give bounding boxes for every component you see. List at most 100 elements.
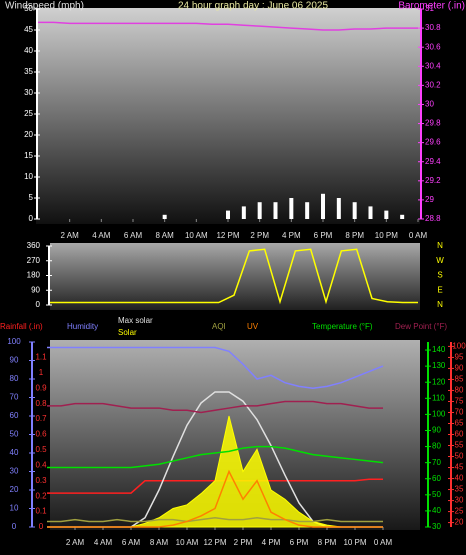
- x-tick-label: 4 AM: [92, 231, 111, 240]
- tick-label: 0: [29, 214, 34, 223]
- y2-axis-title: Barometer (.in): [398, 1, 465, 12]
- x-tick-label: 4 PM: [262, 538, 281, 547]
- tick-label: 100: [7, 337, 21, 346]
- tick-label: N: [437, 300, 443, 309]
- tick-label: 30.2: [425, 80, 441, 89]
- tick-label: 40: [24, 46, 33, 55]
- tick-label: 270: [27, 256, 41, 265]
- tick-label: 90: [432, 426, 441, 435]
- bar: [400, 214, 405, 219]
- tick-label: 70: [432, 458, 441, 467]
- tick-label: 30.6: [425, 42, 441, 51]
- bar: [336, 198, 341, 219]
- bar: [273, 202, 278, 219]
- tick-label: 10: [10, 504, 19, 513]
- x-tick-label: 10 AM: [176, 538, 199, 547]
- tick-label: 70: [455, 408, 464, 417]
- tick-label: 140: [432, 345, 446, 354]
- bar: [305, 202, 310, 219]
- x-tick-label: 0 AM: [374, 538, 393, 547]
- tick-label: 29.4: [425, 157, 441, 166]
- x-tick-label: 6 AM: [124, 231, 143, 240]
- tick-label: 10: [24, 172, 33, 181]
- tick-label: 40: [455, 474, 464, 483]
- tick-label: 40: [10, 448, 19, 457]
- line: [50, 248, 418, 305]
- tick-label: 90: [10, 356, 19, 365]
- tick-label: 25: [24, 109, 33, 118]
- chart-title: 24 hour graph day : June 06 2025: [178, 1, 329, 12]
- x-tick-label: 2 AM: [61, 231, 80, 240]
- tick-label: 65: [455, 419, 464, 428]
- tick-label: 29.2: [425, 176, 441, 185]
- tick-label: E: [437, 285, 442, 294]
- bar: [241, 206, 246, 219]
- tick-label: 20: [10, 485, 19, 494]
- line: [47, 516, 383, 523]
- tick-label: 360: [27, 241, 41, 250]
- panel-background: [36, 8, 420, 224]
- tick-label: 0: [36, 300, 41, 309]
- tick-label: 30: [425, 100, 434, 109]
- y-axis-title: Windspeed (mph): [5, 1, 84, 12]
- tick-label: 40: [432, 506, 441, 515]
- line: [47, 469, 383, 528]
- tick-label: 28.8: [425, 214, 441, 223]
- tick-label: S: [437, 271, 442, 280]
- bar: [368, 206, 373, 219]
- bar: [226, 210, 230, 219]
- x-tick-label: 6 AM: [122, 538, 141, 547]
- tick-label: 0.6: [35, 430, 47, 439]
- x-tick-label: 8 AM: [156, 231, 175, 240]
- x-tick-label: 2 AM: [66, 538, 85, 547]
- bar: [257, 202, 262, 219]
- x-tick-label: 4 PM: [282, 231, 301, 240]
- x-tick-label: 10 PM: [375, 231, 398, 240]
- tick-label: 100: [452, 342, 466, 351]
- legend-entry: Dew Point (°F): [395, 322, 447, 331]
- tick-label: 100: [432, 410, 446, 419]
- tick-label: 0.8: [35, 399, 47, 408]
- tick-label: 70: [10, 393, 19, 402]
- x-tick-label: 12 PM: [216, 231, 239, 240]
- tick-label: 55: [455, 441, 464, 450]
- tick-label: 60: [455, 430, 464, 439]
- line: [47, 445, 384, 469]
- tick-label: 60: [432, 474, 441, 483]
- tick-label: 0.1: [35, 507, 47, 516]
- tick-label: 35: [455, 485, 464, 494]
- tick-label: 90: [455, 364, 464, 373]
- tick-label: 80: [432, 442, 441, 451]
- tick-label: 110: [432, 393, 445, 402]
- x-tick-label: 6 PM: [314, 231, 333, 240]
- tick-label: 60: [10, 411, 19, 420]
- bar: [384, 210, 389, 219]
- tick-label: W: [436, 256, 444, 265]
- tick-label: 0.7: [35, 414, 47, 423]
- x-tick-label: 12 PM: [203, 538, 226, 547]
- tick-label: 30.8: [425, 23, 441, 32]
- tick-label: 0: [39, 522, 44, 531]
- tick-label: 130: [432, 361, 446, 370]
- tick-label: 30: [455, 496, 464, 505]
- tick-label: 30.4: [425, 61, 441, 70]
- tick-label: 29.6: [425, 138, 441, 147]
- tick-label: 0: [12, 522, 17, 531]
- line: [47, 400, 383, 414]
- legend-entry: Temperature (°F): [312, 322, 373, 331]
- tick-label: 0.9: [35, 383, 47, 392]
- x-tick-label: 10 PM: [343, 538, 366, 547]
- tick-label: 180: [27, 271, 41, 280]
- legend-entry: Humidity: [67, 322, 98, 331]
- tick-label: 80: [455, 386, 464, 395]
- tick-label: 50: [10, 430, 19, 439]
- tick-label: 29.8: [425, 119, 441, 128]
- tick-label: N: [437, 241, 443, 250]
- legend-entry: Solar: [118, 328, 137, 337]
- tick-label: 90: [31, 285, 40, 294]
- bar: [321, 193, 325, 219]
- bar: [352, 202, 357, 219]
- tick-label: 20: [24, 130, 33, 139]
